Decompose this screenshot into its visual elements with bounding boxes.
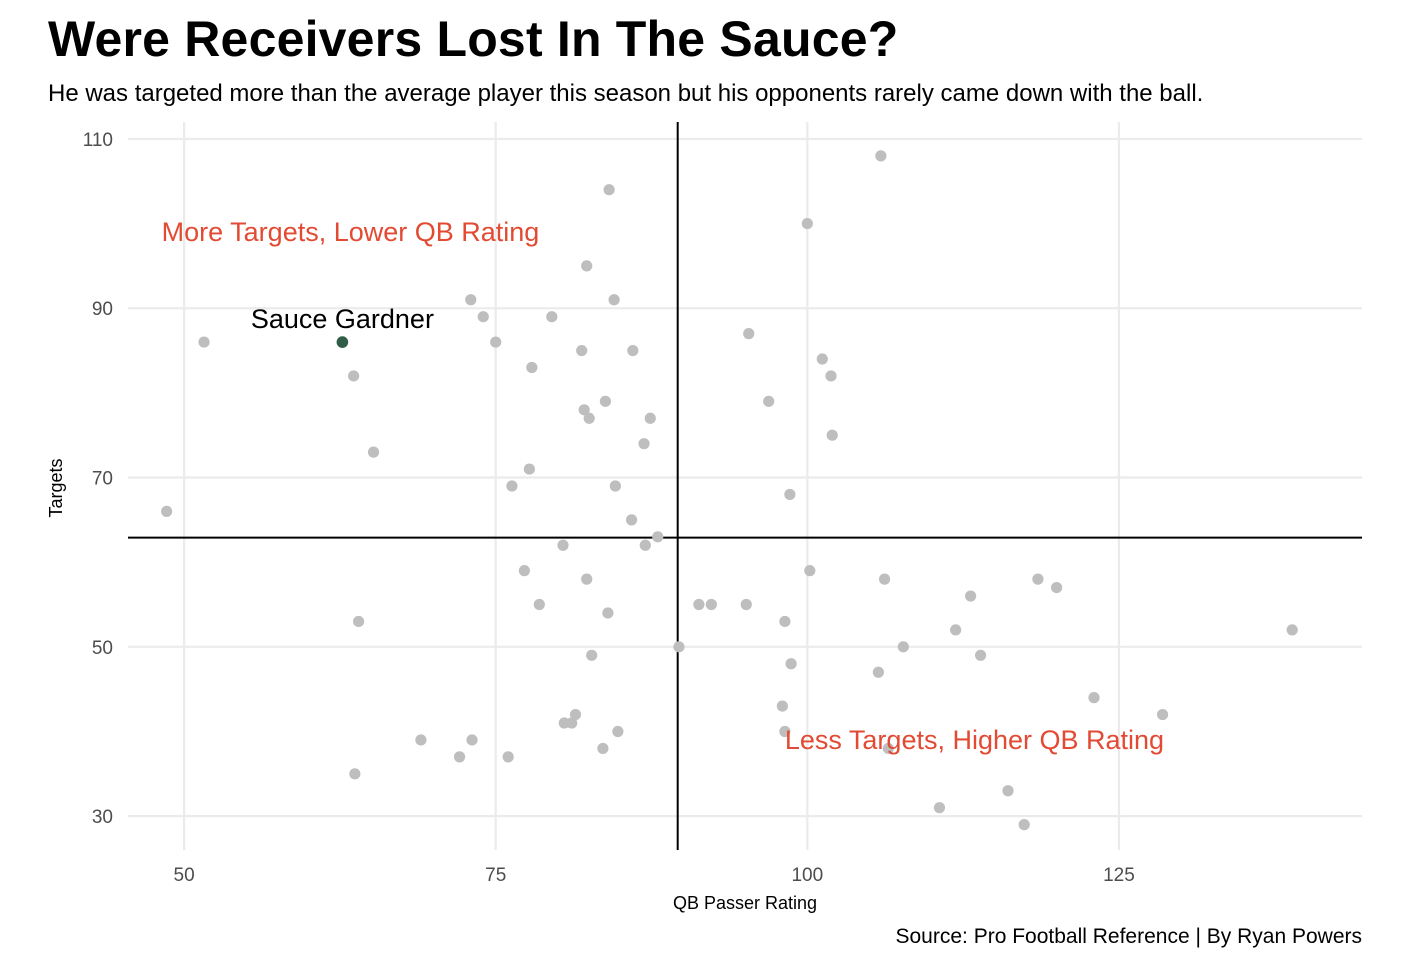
data-points — [161, 150, 1298, 831]
data-point — [743, 328, 755, 340]
data-point — [578, 404, 590, 416]
data-point — [603, 184, 615, 196]
data-point — [872, 666, 884, 678]
quadrant-annotation: More Targets, Lower QB Rating — [162, 217, 540, 247]
data-point — [693, 598, 705, 611]
data-point — [825, 370, 837, 382]
source-caption: Source: Pro Football Reference | By Ryan… — [895, 925, 1362, 948]
data-point — [161, 505, 173, 517]
x-tick-label: 100 — [791, 865, 823, 886]
data-point — [581, 260, 593, 272]
data-point — [785, 658, 797, 670]
data-point — [602, 607, 614, 619]
data-point — [644, 412, 656, 424]
grid-lines — [128, 122, 1362, 850]
y-tick-label: 30 — [92, 807, 113, 828]
data-point — [776, 700, 788, 712]
data-point — [740, 598, 752, 611]
data-point — [586, 649, 598, 661]
data-point — [583, 412, 595, 424]
data-point — [576, 344, 588, 357]
data-point — [673, 641, 685, 653]
data-point — [367, 446, 380, 458]
data-point — [453, 751, 466, 763]
data-point — [1088, 692, 1100, 704]
x-axis-label: QB Passer Rating — [673, 893, 817, 913]
data-point — [897, 641, 909, 653]
data-point — [779, 615, 791, 628]
data-point — [965, 590, 977, 602]
data-point — [779, 725, 791, 738]
data-point — [533, 598, 545, 611]
data-point — [569, 708, 582, 721]
data-point — [612, 725, 624, 738]
data-point — [638, 438, 650, 450]
data-point — [523, 463, 535, 475]
x-tick-label: 125 — [1103, 865, 1135, 886]
data-point — [597, 742, 609, 755]
tick-labels: 50 75 100 125 30 50 70 90 110 — [83, 130, 1135, 886]
data-point — [875, 150, 887, 162]
data-point — [1051, 581, 1063, 594]
data-point — [546, 311, 558, 323]
data-point — [763, 395, 775, 407]
data-point — [1002, 785, 1014, 797]
data-point — [974, 649, 987, 661]
reference-lines — [128, 122, 1362, 850]
data-point — [1156, 708, 1169, 721]
x-tick-label: 50 — [174, 865, 195, 886]
data-point — [933, 802, 946, 814]
data-point — [705, 598, 717, 611]
y-tick-label: 110 — [83, 130, 113, 151]
y-tick-label: 90 — [92, 299, 113, 320]
data-point — [526, 361, 538, 374]
data-point — [1032, 573, 1044, 585]
data-point — [518, 565, 530, 577]
data-point — [1018, 819, 1030, 831]
x-tick-label: 75 — [485, 865, 506, 886]
data-point — [801, 217, 813, 230]
data-point — [804, 565, 816, 577]
data-point — [599, 395, 611, 407]
data-point — [581, 573, 593, 585]
highlight-label: Sauce Gardner — [251, 304, 434, 334]
data-point — [652, 531, 664, 543]
highlight-point — [336, 336, 349, 348]
data-point — [609, 480, 621, 492]
data-point — [639, 539, 651, 551]
data-point — [1286, 624, 1298, 636]
data-point — [784, 488, 796, 501]
data-point — [879, 573, 891, 585]
data-point — [490, 336, 502, 348]
y-axis-label: Targets — [46, 458, 66, 517]
data-point — [625, 514, 638, 526]
chart-title: Were Receivers Lost In The Sauce? — [48, 11, 899, 67]
data-point — [882, 742, 894, 755]
data-point — [627, 344, 639, 357]
quadrant-annotation: Less Targets, Higher QB Rating — [785, 725, 1164, 755]
data-point — [557, 539, 569, 551]
y-tick-label: 50 — [92, 638, 113, 659]
data-point — [477, 311, 489, 323]
data-point — [502, 751, 514, 763]
data-point — [506, 480, 518, 492]
data-point — [816, 353, 828, 365]
data-point — [465, 294, 477, 306]
data-point — [466, 734, 478, 746]
annotations: Sauce Gardner More Targets, Lower QB Rati… — [162, 217, 1164, 755]
chart-subtitle: He was targeted more than the average pl… — [48, 80, 1204, 107]
data-point — [950, 624, 962, 636]
data-point — [415, 734, 427, 746]
data-point — [198, 336, 210, 348]
data-point — [348, 370, 360, 382]
data-point — [349, 768, 361, 780]
data-point — [566, 717, 578, 729]
data-point — [826, 429, 838, 441]
data-point — [352, 615, 365, 628]
data-point — [608, 294, 620, 306]
y-tick-label: 70 — [92, 469, 113, 490]
